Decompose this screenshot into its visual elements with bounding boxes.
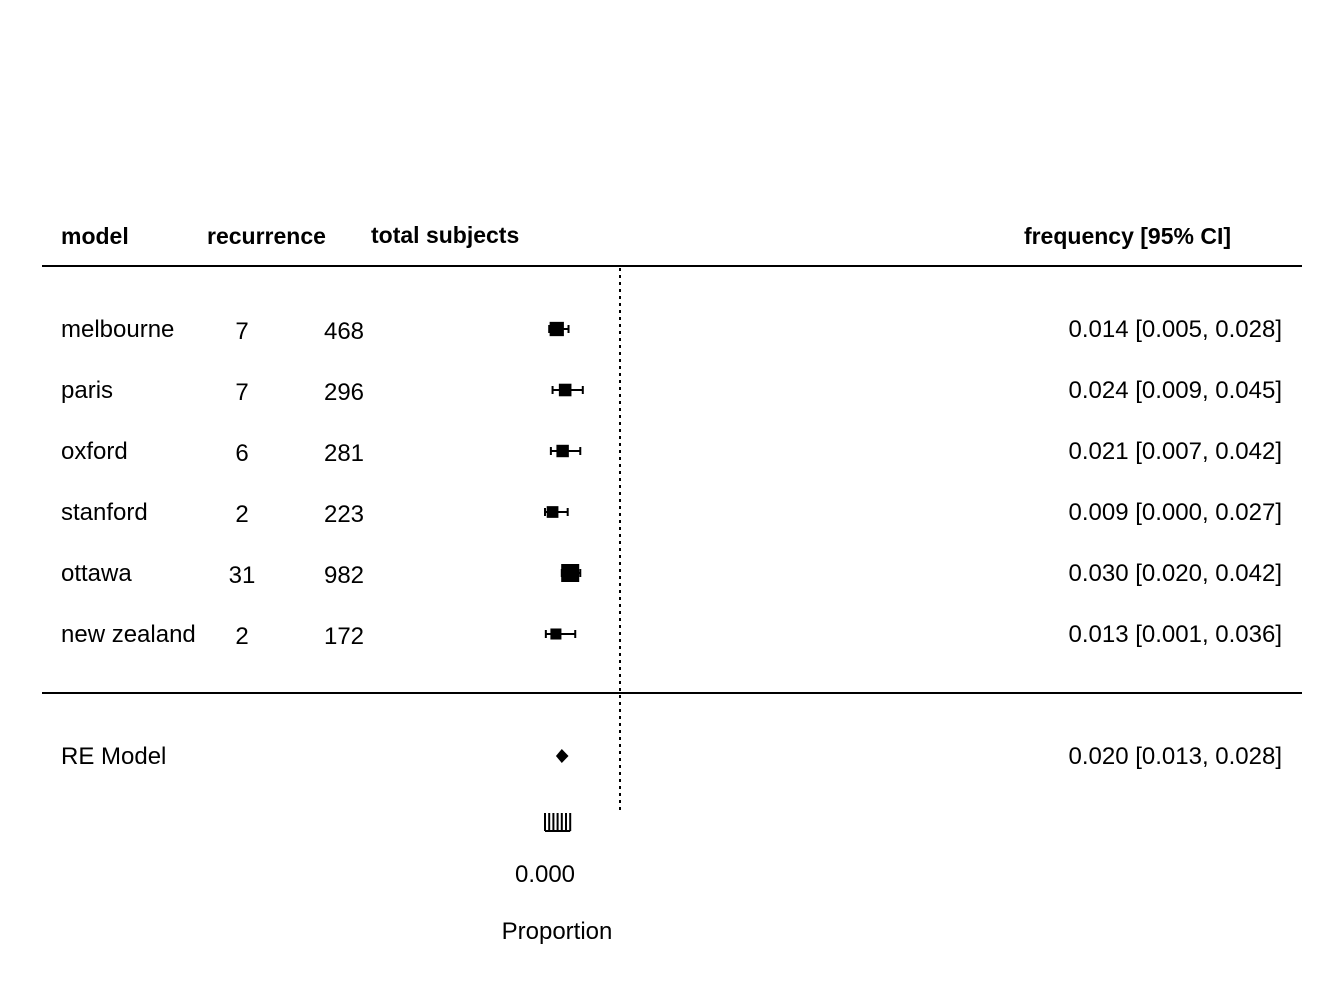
x-axis-label: Proportion: [502, 918, 613, 945]
point-estimate: [561, 564, 580, 582]
study-estimate-label: 0.009 [0.000, 0.027]: [1068, 499, 1282, 526]
study-row: paris 7 296 0.024 [0.009, 0.045]: [61, 377, 1282, 406]
study-name: stanford: [61, 499, 148, 526]
summary-diamond: [555, 749, 569, 763]
study-estimate-label: 0.024 [0.009, 0.045]: [1068, 377, 1282, 404]
study-row: new zealand 2 172 0.013 [0.001, 0.036]: [61, 621, 1282, 650]
header-frequency: frequency [95% CI]: [1024, 223, 1231, 249]
study-estimate-label: 0.013 [0.001, 0.036]: [1068, 621, 1282, 648]
study-name: ottawa: [61, 560, 132, 587]
study-row: stanford 2 223 0.009 [0.000, 0.027]: [61, 499, 1282, 528]
study-recurrence: 7: [235, 379, 248, 406]
summary-name: RE Model: [61, 743, 166, 770]
study-recurrence: 7: [235, 318, 248, 345]
study-row: melbourne 7 468 0.014 [0.005, 0.028]: [61, 316, 1282, 345]
point-estimate: [556, 444, 569, 458]
header-total-subjects: total subjects: [371, 222, 519, 248]
study-estimate-label: 0.030 [0.020, 0.042]: [1068, 560, 1282, 587]
study-estimate-label: 0.021 [0.007, 0.042]: [1068, 438, 1282, 465]
x-axis: 0.000: [515, 813, 575, 888]
point-estimate: [550, 628, 562, 640]
study-row: ottawa 31 982 0.030 [0.020, 0.042]: [61, 560, 1282, 589]
summary-estimate-label: 0.020 [0.013, 0.028]: [1068, 743, 1282, 770]
point-estimate: [558, 383, 572, 397]
study-name: new zealand: [61, 621, 196, 648]
study-recurrence: 31: [229, 562, 256, 589]
study-estimate-label: 0.014 [0.005, 0.028]: [1068, 316, 1282, 343]
study-total: 281: [324, 440, 364, 467]
point-estimate: [546, 506, 559, 518]
study-total: 172: [324, 623, 364, 650]
summary-row: RE Model 0.020 [0.013, 0.028]: [61, 743, 1282, 770]
study-name: oxford: [61, 438, 128, 465]
study-total: 468: [324, 318, 364, 345]
point-estimate: [549, 321, 564, 337]
study-recurrence: 2: [235, 623, 248, 650]
study-recurrence: 6: [235, 440, 248, 467]
study-total: 296: [324, 379, 364, 406]
x-tick-label: 0.000: [515, 861, 575, 888]
header-model: model: [61, 223, 129, 249]
study-row: oxford 6 281 0.021 [0.007, 0.042]: [61, 438, 1282, 467]
study-total: 982: [324, 562, 364, 589]
header-recurrence: recurrence: [207, 223, 326, 249]
study-name: paris: [61, 377, 113, 404]
study-recurrence: 2: [235, 501, 248, 528]
study-name: melbourne: [61, 316, 174, 343]
study-total: 223: [324, 501, 364, 528]
